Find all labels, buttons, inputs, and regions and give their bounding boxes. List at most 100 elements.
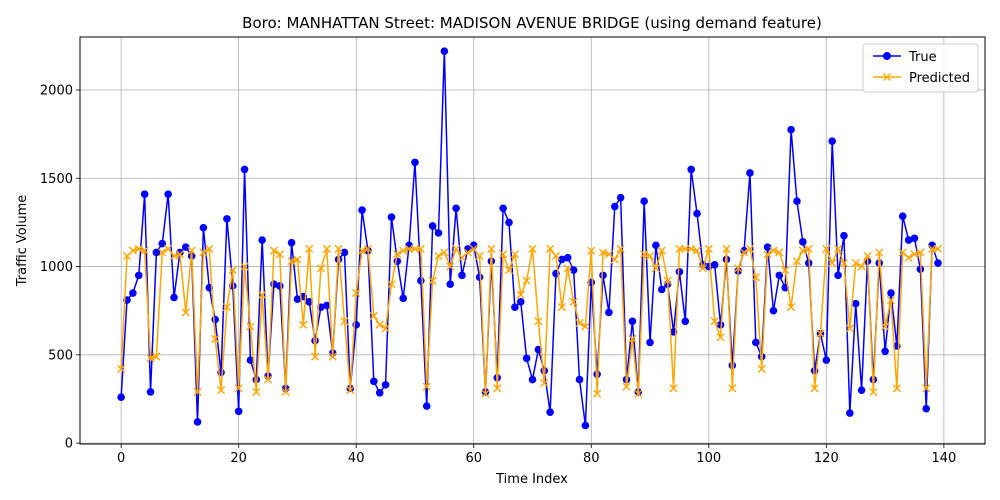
point-true — [370, 377, 378, 386]
point-predicted — [422, 382, 431, 391]
point-predicted — [881, 322, 890, 331]
point-true — [375, 388, 384, 397]
point-true — [740, 246, 748, 255]
point-predicted — [845, 324, 854, 333]
point-true — [134, 271, 143, 280]
point-true — [505, 218, 513, 227]
point-true — [846, 409, 854, 417]
point-predicted — [704, 244, 713, 253]
point-predicted — [410, 244, 420, 253]
point-true — [881, 347, 889, 356]
y-tick-label: 0 — [65, 437, 73, 452]
point-true — [605, 308, 613, 317]
point-predicted — [904, 253, 913, 262]
point-predicted — [522, 276, 531, 285]
point-true — [522, 354, 531, 363]
point-true — [787, 125, 795, 134]
point-predicted — [369, 311, 378, 321]
point-true — [675, 268, 684, 276]
y-tick-label: 1000 — [40, 260, 73, 275]
point-predicted — [763, 250, 772, 259]
point-true — [428, 222, 437, 230]
point-predicted — [598, 248, 608, 257]
point-true — [152, 248, 161, 257]
point-predicted — [775, 248, 784, 257]
point-predicted — [481, 389, 490, 398]
point-predicted — [128, 246, 137, 255]
point-true — [763, 243, 772, 251]
x-tick-label: 60 — [465, 451, 482, 466]
point-true — [922, 404, 931, 413]
y-tick-label: 1500 — [40, 172, 73, 187]
point-predicted — [745, 244, 755, 253]
y-tick-label: 500 — [48, 348, 73, 363]
point-true — [499, 204, 507, 213]
point-predicted — [487, 244, 496, 253]
point-true — [898, 212, 907, 221]
series-line-true — [120, 50, 939, 427]
point-true — [616, 193, 625, 202]
point-predicted — [675, 244, 684, 253]
point-predicted — [158, 248, 167, 257]
point-predicted — [928, 244, 937, 253]
point-predicted — [804, 244, 813, 253]
x-tick-label: 20 — [230, 451, 247, 466]
point-predicted — [587, 246, 596, 255]
point-true — [440, 47, 449, 55]
point-predicted — [428, 276, 437, 285]
point-predicted — [792, 257, 802, 266]
point-predicted — [193, 387, 202, 397]
point-predicted — [305, 244, 314, 253]
point-predicted — [616, 244, 625, 253]
point-true — [834, 271, 842, 280]
point-predicted — [698, 264, 708, 273]
point-true — [563, 253, 572, 262]
point-true — [775, 271, 784, 280]
point-predicted — [504, 265, 514, 275]
point-true — [358, 206, 366, 214]
point-true — [117, 393, 125, 402]
point-true — [452, 204, 460, 213]
point-predicted — [933, 244, 943, 253]
point-predicted — [610, 255, 619, 264]
point-predicted — [769, 246, 778, 255]
point-true — [652, 241, 660, 250]
point-predicted — [199, 248, 208, 257]
point-true — [769, 306, 778, 315]
point-true — [258, 236, 266, 244]
point-true — [628, 317, 637, 326]
point-predicted — [281, 387, 290, 397]
point-predicted — [634, 389, 643, 398]
point-true — [822, 356, 831, 364]
y-axis-label: Traffic Volume — [15, 195, 30, 288]
x-tick-label: 120 — [814, 451, 839, 466]
point-predicted — [228, 265, 237, 275]
point-true — [293, 295, 302, 304]
point-predicted — [393, 250, 402, 259]
point-predicted — [499, 250, 508, 259]
point-predicted — [146, 354, 155, 363]
point-true — [716, 321, 725, 329]
point-predicted — [833, 244, 843, 253]
x-axis-label: Time Index — [495, 472, 568, 487]
point-predicted — [640, 250, 649, 259]
chart-title: Boro: MANHATTAN Street: MADISON AVENUE B… — [242, 14, 822, 32]
point-predicted — [316, 264, 326, 273]
point-true — [276, 282, 284, 290]
point-true — [693, 209, 701, 218]
legend-true-label: True — [908, 50, 937, 65]
point-predicted — [169, 251, 179, 261]
point-predicted — [581, 322, 590, 331]
point-predicted — [798, 246, 807, 255]
point-predicted — [863, 251, 872, 261]
point-predicted — [728, 384, 737, 393]
point-true — [434, 229, 443, 237]
point-true — [687, 165, 695, 174]
point-predicted — [293, 255, 302, 264]
point-true — [934, 259, 942, 267]
point-true — [446, 280, 455, 289]
point-predicted — [681, 244, 690, 253]
point-predicted — [739, 248, 749, 257]
series-layer — [117, 47, 943, 430]
